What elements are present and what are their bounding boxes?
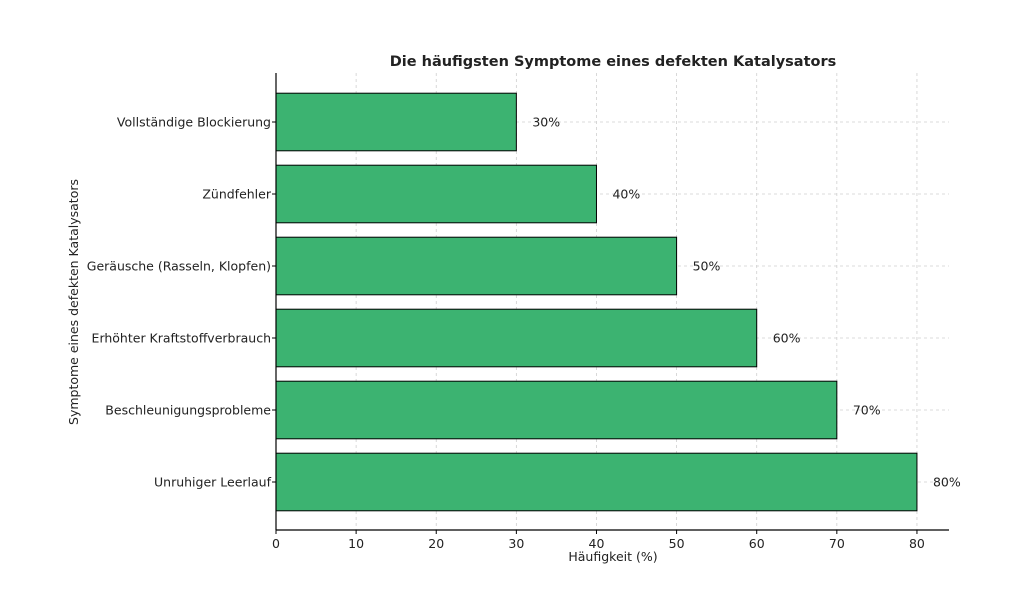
x-tick-label-6: 60 [749,536,765,551]
chart-title: Die häufigsten Symptome eines defekten K… [390,54,837,70]
x-tick-label-3: 30 [508,536,524,551]
category-label-4: Zündfehler [202,187,272,202]
value-label-5: 30% [532,115,560,130]
x-tick-label-4: 40 [589,536,605,551]
bar-0 [275,452,918,512]
x-tick-label-5: 50 [669,536,685,551]
bar-1 [275,380,838,440]
x-tick-label-0: 0 [272,536,280,551]
x-tick-label-1: 10 [348,536,364,551]
x-tick-label-8: 80 [909,536,925,551]
y-axis-label: Symptome eines defekten Katalysators [66,179,81,425]
axes [272,73,949,534]
x-axis-label: Häufigkeit (%) [568,549,657,564]
value-label-1: 70% [853,403,881,418]
bar-3 [275,236,678,296]
bar-2 [275,308,758,368]
value-label-0: 80% [933,475,961,490]
category-label-0: Unruhiger Leerlauf [154,475,272,490]
labels: 80% Unruhiger Leerlauf 70% Beschleunigungsp… [87,115,961,552]
category-label-5: Vollständige Blockierung [117,115,271,130]
x-tick-label-7: 70 [829,536,845,551]
value-label-2: 60% [773,331,801,346]
bar-5 [275,92,517,152]
bars [275,92,918,512]
value-label-3: 50% [693,259,721,274]
x-tick-label-2: 20 [428,536,444,551]
value-label-4: 40% [612,187,640,202]
category-label-3: Geräusche (Rasseln, Klopfen) [87,259,271,274]
category-label-1: Beschleunigungsprobleme [105,403,271,418]
bar-4 [275,164,597,224]
category-label-2: Erhöhter Kraftstoffverbrauch [92,331,271,346]
